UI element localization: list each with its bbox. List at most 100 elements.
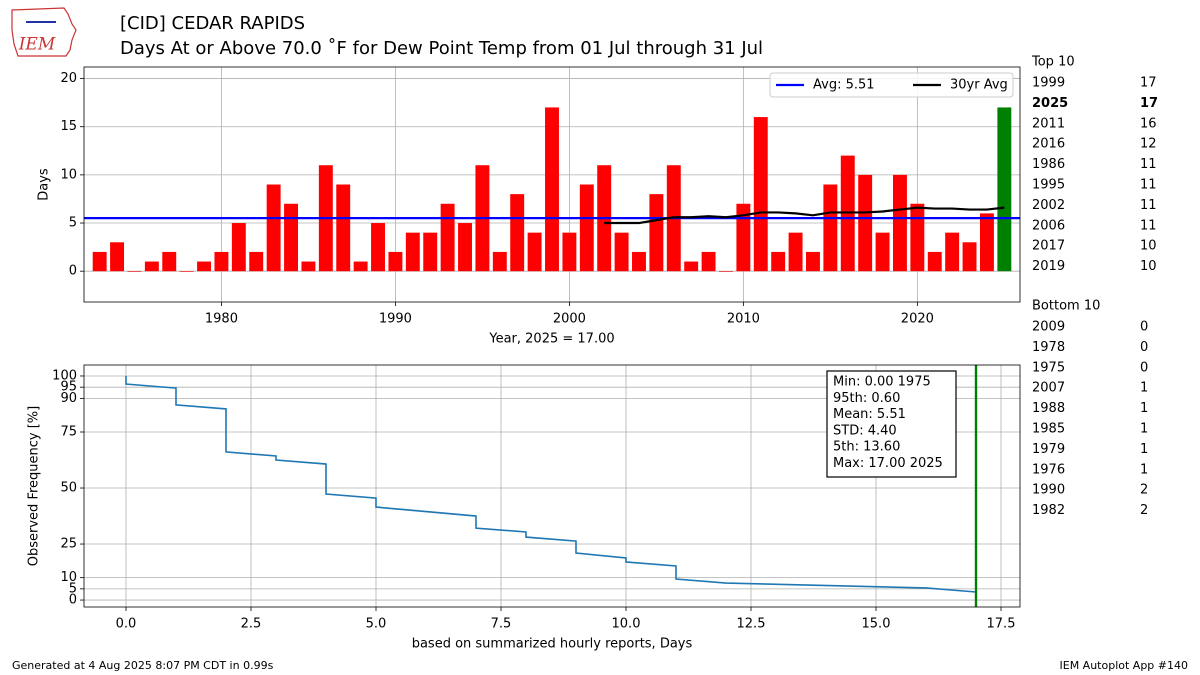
table-year: 1975	[1032, 360, 1065, 375]
table-year: 2025	[1032, 96, 1068, 111]
frequency-line	[125, 375, 977, 593]
stats-line: 5th: 13.60	[833, 440, 900, 455]
bar	[892, 174, 907, 272]
bar	[336, 184, 351, 272]
bar	[614, 232, 629, 272]
table-value: 10	[1140, 239, 1157, 254]
table-year: 1995	[1032, 178, 1065, 193]
table-value: 2	[1140, 503, 1148, 518]
table-year: 1988	[1032, 401, 1065, 416]
stats-line: Min: 0.00 1975	[833, 375, 931, 390]
table-year: 2002	[1032, 198, 1065, 213]
bar	[997, 107, 1012, 272]
table-value: 17	[1140, 76, 1157, 91]
table-value: 1	[1140, 422, 1148, 437]
bar	[910, 203, 925, 272]
bar	[353, 261, 368, 272]
table-year: 1985	[1032, 422, 1065, 437]
subtitle: Days At or Above 70.0 ˚F for Dew Point T…	[120, 38, 763, 59]
x-tick-label: 10.0	[612, 617, 641, 632]
x-tick-label: 2.5	[241, 617, 262, 632]
bar	[510, 194, 525, 272]
stats-line: 95th: 0.60	[833, 391, 900, 406]
bar	[788, 232, 803, 272]
bar	[527, 232, 542, 272]
bar	[440, 203, 455, 272]
table-value: 17	[1140, 96, 1158, 111]
bar	[875, 232, 890, 272]
y-tick-label: 25	[60, 537, 77, 552]
table-value: 0	[1140, 320, 1148, 335]
table-value: 1	[1140, 401, 1148, 416]
legend-label: Avg: 5.51	[813, 78, 875, 93]
bar	[179, 271, 194, 272]
x-tick-label: 15.0	[862, 617, 891, 632]
table-value: 11	[1140, 157, 1157, 172]
bar	[127, 271, 142, 272]
table-title: Bottom 10	[1032, 299, 1100, 314]
table-value: 1	[1140, 442, 1148, 457]
bar	[858, 174, 873, 272]
bar	[458, 223, 472, 272]
legend-label: 30yr Avg	[950, 78, 1008, 93]
y-axis-label: Observed Frequency [%]	[27, 406, 42, 566]
table-value: 11	[1140, 178, 1157, 193]
bar	[649, 194, 664, 272]
bar	[266, 184, 281, 272]
axes-frame	[83, 364, 1021, 608]
bar	[579, 184, 594, 272]
bar	[632, 251, 646, 272]
bar	[92, 251, 107, 272]
bar	[423, 232, 438, 272]
bar	[231, 223, 246, 272]
bar	[110, 242, 125, 272]
bar	[806, 251, 820, 272]
table-year: 1976	[1032, 462, 1065, 477]
stats-line: Mean: 5.51	[833, 407, 906, 422]
y-tick-label: 10	[60, 167, 77, 182]
y-tick-label: 50	[60, 481, 77, 496]
table-year: 1990	[1032, 483, 1065, 498]
table-year: 2011	[1032, 116, 1065, 131]
y-tick-label: 0	[69, 264, 77, 279]
y-tick-label: 100	[52, 368, 77, 383]
table-value: 12	[1140, 137, 1157, 152]
bar	[144, 261, 159, 272]
footer-left: Generated at 4 Aug 2025 8:07 PM CDT in 0…	[12, 659, 274, 672]
table-value: 1	[1140, 462, 1148, 477]
bar	[371, 223, 385, 272]
logo-text: IEM	[18, 35, 56, 55]
y-axis-label: Days	[37, 168, 52, 201]
bar	[301, 261, 316, 272]
table-value: 11	[1140, 198, 1157, 213]
bar	[545, 107, 559, 272]
legend-box	[769, 72, 1014, 98]
y-tick-label: 20	[60, 71, 77, 86]
table-value: 10	[1140, 259, 1157, 274]
x-tick-label: 2000	[553, 312, 586, 327]
table-year: 1978	[1032, 340, 1065, 355]
bar	[684, 261, 699, 272]
bar	[388, 251, 403, 272]
bar	[962, 242, 977, 272]
bar	[162, 251, 177, 272]
title: [CID] CEDAR RAPIDS	[120, 13, 305, 34]
x-tick-label: 0.0	[116, 617, 137, 632]
bar	[979, 213, 994, 272]
bar	[562, 232, 577, 272]
stats-line: Max: 17.00 2025	[833, 456, 943, 471]
y-tick-label: 95	[60, 380, 77, 395]
bar	[405, 232, 420, 272]
bar	[492, 251, 507, 272]
y-tick-label: 5	[69, 581, 77, 596]
footer-right: IEM Autoplot App #140	[1060, 659, 1189, 672]
table-year: 2017	[1032, 239, 1065, 254]
bar	[823, 184, 838, 272]
table-value: 11	[1140, 218, 1157, 233]
y-tick-label: 5	[69, 216, 77, 231]
x-tick-label: 12.5	[737, 617, 766, 632]
y-tick-label: 75	[60, 424, 77, 439]
y-tick-label: 10	[60, 570, 77, 585]
axes-frame	[83, 66, 1021, 303]
